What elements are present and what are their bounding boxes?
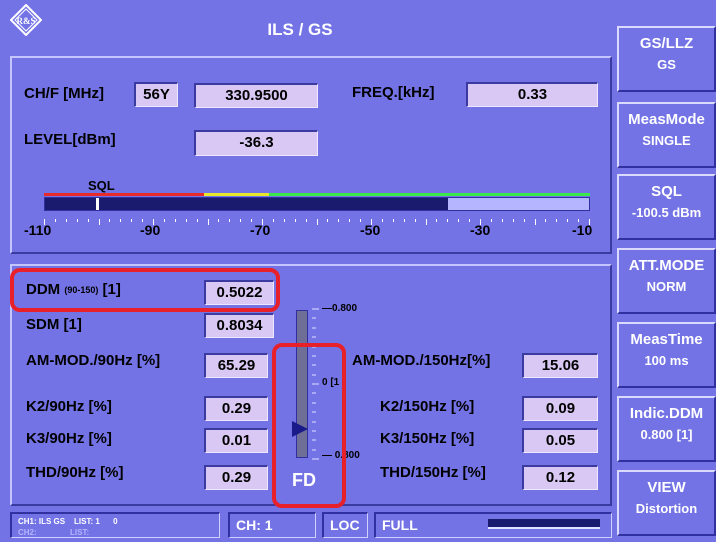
softkey-meas-time[interactable]: MeasTime 100 ms [617, 322, 716, 388]
scale-label: -90 [140, 222, 161, 238]
logo-text: R&S [16, 16, 35, 26]
k2-150-label: K2/150Hz [%] [380, 398, 475, 415]
ddm-indicator-bottom-label: — 0.800 [322, 450, 360, 461]
frequency-field[interactable]: 330.9500 [194, 83, 318, 108]
sdm-label: SDM [1] [26, 316, 82, 333]
status-full-label: FULL [382, 517, 418, 533]
softkey-gs-llz[interactable]: GS/LLZ GS [617, 26, 716, 92]
sql-marker [96, 198, 99, 210]
ddm-indicator-mid-label: 0 [1 [322, 377, 340, 388]
level-bar [44, 193, 590, 213]
status-full: FULL [374, 512, 612, 538]
k3-150-label: K3/150Hz [%] [380, 430, 475, 447]
k2-90-value: 0.29 [204, 396, 268, 421]
status-loc: LOC [322, 512, 368, 538]
am90-label: AM-MOD./90Hz [%] [26, 352, 161, 369]
level-bar-track [44, 197, 590, 211]
softkey-meas-mode[interactable]: MeasMode SINGLE [617, 102, 716, 168]
softkey-view[interactable]: VIEW Distortion [617, 470, 716, 536]
k3-90-value: 0.01 [204, 428, 268, 453]
k3-150-value: 0.05 [522, 428, 598, 453]
thd90-value: 0.29 [204, 465, 268, 490]
level-scale-ticks [44, 212, 590, 225]
scale-label: -110 [24, 222, 52, 238]
am150-label: AM-MOD./150Hz[%] [352, 352, 491, 369]
scale-label: -70 [250, 222, 271, 238]
softkey-indic-ddm[interactable]: Indic.DDM 0.800 [1] [617, 396, 716, 462]
page-title: ILS / GS [267, 20, 333, 39]
status-ch2-line: CH2: LIST: [18, 528, 90, 537]
k2-90-label: K2/90Hz [%] [26, 398, 112, 415]
thd90-label: THD/90Hz [%] [26, 464, 124, 481]
softkey-att-mode[interactable]: ATT.MODE NORM [617, 248, 716, 314]
level-label: LEVEL[dBm] [24, 131, 116, 148]
sdm-value: 0.8034 [204, 313, 274, 338]
channel-field[interactable]: 56Y [134, 82, 178, 107]
ddm-indicator-ticks [312, 308, 320, 460]
sql-red-segment [44, 193, 204, 196]
level-field: -36.3 [194, 130, 318, 156]
scale-label: -10 [572, 222, 593, 238]
sql-green-segment [269, 193, 590, 196]
k2-150-value: 0.09 [522, 396, 598, 421]
thd150-label: THD/150Hz [%] [380, 464, 486, 481]
freq-khz-field: 0.33 [466, 82, 598, 107]
ddm-label: DDM (90-150) [1] [26, 281, 121, 298]
ddm-value: 0.5022 [204, 280, 274, 305]
freq-khz-label: FREQ.[kHz] [352, 84, 435, 101]
chf-label: CH/F [MHz] [24, 85, 104, 102]
status-channel-info: CH1: ILS GS LIST: 1 0 CH2: LIST: [10, 512, 220, 538]
softkey-sql[interactable]: SQL -100.5 dBm [617, 174, 716, 240]
k3-90-label: K3/90Hz [%] [26, 430, 112, 447]
scale-label: -50 [360, 222, 381, 238]
ddm-highlight [10, 268, 280, 312]
scale-label: -30 [470, 222, 491, 238]
status-ch: CH: 1 [228, 512, 316, 538]
am150-value: 15.06 [522, 353, 598, 378]
frequency-level-panel [10, 56, 612, 254]
sql-yellow-segment [204, 193, 269, 196]
indicator-fd-label: FD [292, 470, 316, 490]
am90-value: 65.29 [204, 353, 268, 378]
level-bar-fill [45, 198, 448, 210]
ddm-indicator-pointer [292, 421, 308, 437]
ddm-indicator-top-label: —0.800 [322, 303, 358, 314]
rs-logo: R&S [9, 3, 43, 37]
status-mini-bar [488, 519, 600, 529]
sql-label: SQL [88, 178, 115, 193]
thd150-value: 0.12 [522, 465, 598, 490]
indicator-highlight [272, 343, 346, 508]
status-ch1-line: CH1: ILS GS LIST: 1 0 [18, 517, 118, 526]
